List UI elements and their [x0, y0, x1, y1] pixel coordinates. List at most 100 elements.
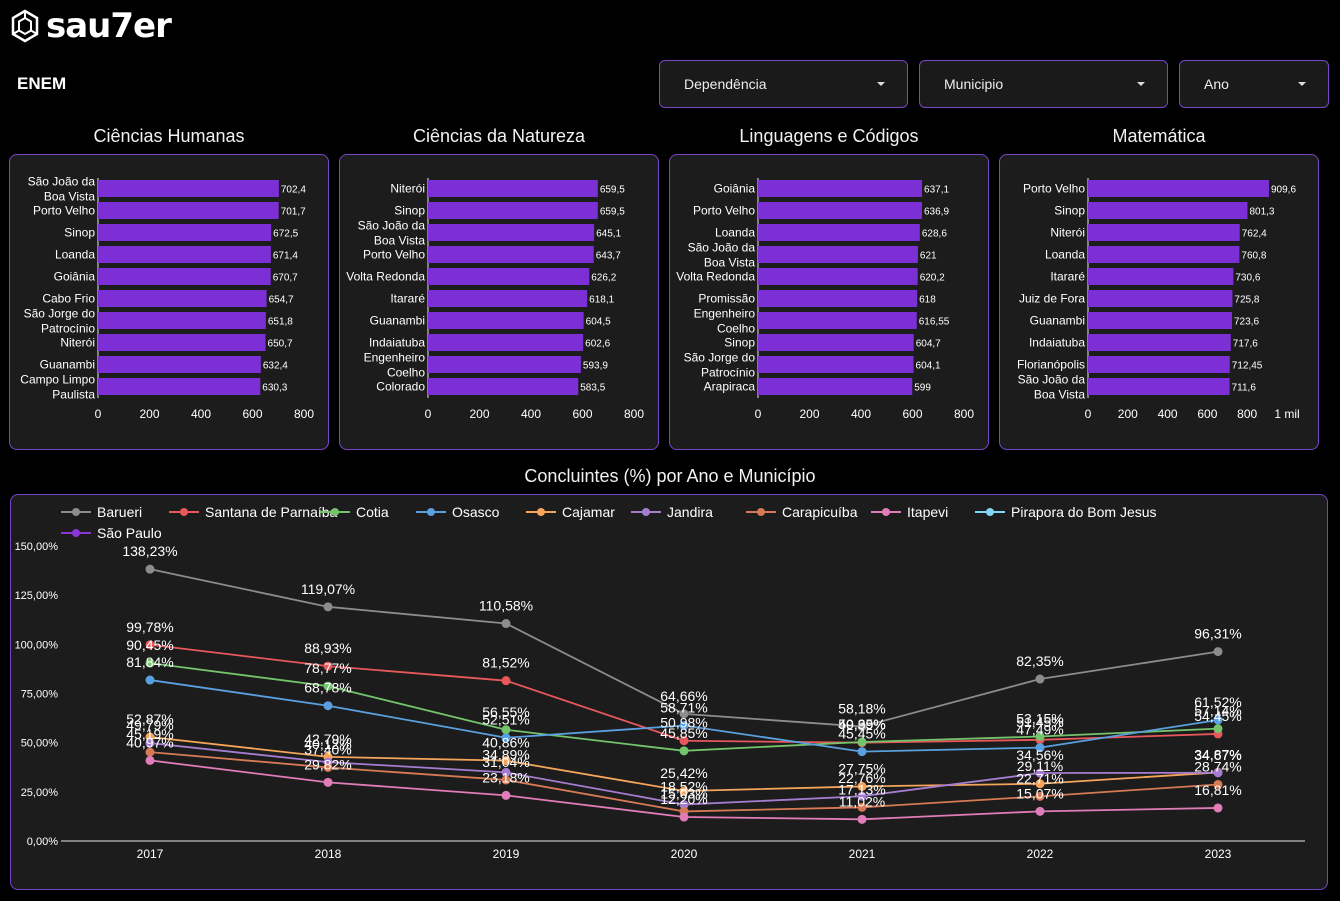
chart-title-matematica: Matemática: [1112, 126, 1206, 146]
bar-card-linguagens: 637,1 Goiânia 636,9 Porto Velho 628,6 Loanda 6…: [669, 154, 989, 450]
legend-marker: [427, 508, 435, 516]
category-label: Boa Vista: [374, 234, 425, 248]
x-tick-label: 2019: [493, 847, 520, 861]
series-point: [679, 709, 689, 719]
bar: [428, 180, 598, 197]
bar-value-label: 621: [920, 251, 937, 262]
category-label: Guanambi: [40, 358, 95, 372]
data-label: 31,04%: [482, 754, 529, 770]
bar: [758, 180, 923, 197]
legend-marker: [986, 508, 994, 516]
series-point: [501, 619, 511, 629]
category-label: Loanda: [55, 248, 95, 262]
x-tick-label: 400: [191, 407, 211, 421]
data-label: 58,18%: [838, 701, 885, 717]
series-point: [1035, 779, 1045, 789]
filter-dependencia[interactable]: Dependência: [659, 60, 908, 108]
x-tick-label: 200: [1118, 407, 1138, 421]
bar: [98, 312, 266, 329]
series-point: [323, 777, 333, 787]
legend-label: Cotia: [356, 504, 389, 520]
series-point: [145, 675, 155, 685]
category-label: Sinop: [64, 226, 95, 240]
legend-marker: [757, 508, 765, 516]
category-label: Juiz de Fora: [1019, 292, 1085, 306]
category-label: Boa Vista: [1034, 388, 1085, 402]
data-label: 56,55%: [482, 704, 529, 720]
category-label: São Jorge do: [684, 351, 756, 365]
page-title: ENEM: [17, 74, 67, 93]
category-label: Campo Limpo: [20, 373, 95, 387]
x-tick-label: 600: [572, 407, 592, 421]
filter-ano[interactable]: Ano: [1179, 60, 1329, 108]
category-label: São João da: [358, 219, 426, 233]
data-label: 15,03%: [660, 785, 707, 801]
series-point: [679, 812, 689, 822]
legend-marker: [72, 508, 80, 516]
bar: [428, 202, 598, 219]
bar: [1088, 356, 1230, 373]
bar-chart-linguagens: 637,1 Goiânia 636,9 Porto Velho 628,6 Loanda 6…: [676, 178, 974, 421]
bar-value-label: 583,5: [580, 383, 605, 394]
bar: [1088, 290, 1233, 307]
series-point: [857, 791, 867, 801]
data-label: 16,81%: [1194, 782, 1241, 798]
legend-marker: [331, 508, 339, 516]
data-label: 53,15%: [1016, 710, 1063, 726]
series-point: [145, 747, 155, 757]
series-point: [1213, 768, 1223, 778]
data-label: 96,31%: [1194, 626, 1241, 642]
data-label: 29,82%: [304, 756, 351, 772]
data-label: 61,52%: [1194, 694, 1241, 710]
data-label: 47,49%: [1016, 722, 1063, 738]
series-point: [323, 602, 333, 612]
category-label: Arapiraca: [704, 380, 756, 394]
x-tick-label: 200: [139, 407, 159, 421]
bar: [1088, 202, 1248, 219]
legend-marker: [180, 508, 188, 516]
data-label: 15,07%: [1016, 785, 1063, 801]
bar: [1088, 246, 1240, 263]
category-label: Loanda: [1045, 248, 1085, 262]
x-tick-label: 800: [624, 407, 644, 421]
series-point: [501, 725, 511, 735]
x-tick-label: 2022: [1027, 847, 1054, 861]
category-label: Guanambi: [370, 314, 425, 328]
bar-value-label: 760,8: [1241, 251, 1266, 262]
data-label: 81,84%: [126, 654, 173, 670]
bar: [758, 290, 918, 307]
data-label: 34,89%: [482, 746, 529, 762]
series-point: [501, 767, 511, 777]
category-label: São João da: [1018, 373, 1086, 387]
chevron-down-icon: [877, 82, 885, 86]
bar-value-label: 628,6: [922, 229, 947, 240]
legend-marker: [642, 508, 650, 516]
category-label: Boa Vista: [704, 256, 755, 270]
bar-value-label: 712,45: [1232, 361, 1263, 372]
x-tick-label: 400: [1158, 407, 1178, 421]
filter-municipio[interactable]: Municipio: [919, 60, 1168, 108]
filter-dependencia-label: Dependência: [684, 76, 767, 92]
data-label: 34,87%: [1194, 746, 1241, 762]
x-tick-label: 2020: [671, 847, 698, 861]
y-tick-label: 25,00%: [21, 787, 59, 799]
series-point: [1035, 768, 1045, 778]
bar: [758, 202, 923, 219]
bar-value-label: 602,6: [585, 339, 610, 350]
filter-ano-label: Ano: [1204, 76, 1229, 92]
category-label: Sinop: [724, 336, 755, 350]
bar-value-label: 909,6: [1271, 185, 1296, 196]
bar-value-label: 801,3: [1249, 207, 1274, 218]
data-label: 82,35%: [1016, 653, 1063, 669]
y-tick-label: 0,00%: [27, 836, 58, 848]
data-label: 28,74%: [1194, 758, 1241, 774]
series-point: [323, 762, 333, 772]
bar-value-label: 593,9: [583, 361, 608, 372]
category-label: Indaiatuba: [369, 336, 425, 350]
bar-value-label: 599: [914, 383, 931, 394]
bar-chart-natureza: 659,5 Niterói 659,5 Sinop 645,1 São João daBo…: [346, 178, 644, 421]
bar-value-label: 723,6: [1234, 317, 1259, 328]
bar: [758, 312, 917, 329]
filter-municipio-label: Municipio: [944, 76, 1004, 92]
